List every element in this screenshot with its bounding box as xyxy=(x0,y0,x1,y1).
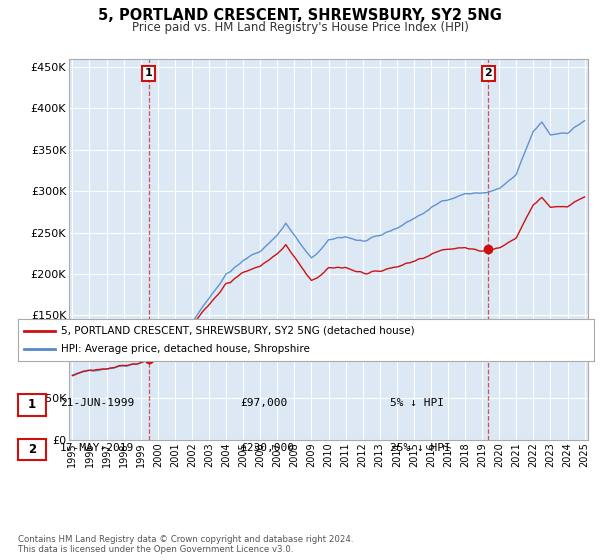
Text: Price paid vs. HM Land Registry's House Price Index (HPI): Price paid vs. HM Land Registry's House … xyxy=(131,21,469,34)
Text: 2: 2 xyxy=(485,68,493,78)
Text: 5% ↓ HPI: 5% ↓ HPI xyxy=(390,398,444,408)
Text: 25% ↓ HPI: 25% ↓ HPI xyxy=(390,443,451,453)
Text: 17-MAY-2019: 17-MAY-2019 xyxy=(60,443,134,453)
Text: 5, PORTLAND CRESCENT, SHREWSBURY, SY2 5NG: 5, PORTLAND CRESCENT, SHREWSBURY, SY2 5N… xyxy=(98,8,502,24)
Text: Contains HM Land Registry data © Crown copyright and database right 2024.
This d: Contains HM Land Registry data © Crown c… xyxy=(18,535,353,554)
Text: £97,000: £97,000 xyxy=(240,398,287,408)
Text: 1: 1 xyxy=(145,68,152,78)
Text: 2: 2 xyxy=(28,443,36,456)
Text: 5, PORTLAND CRESCENT, SHREWSBURY, SY2 5NG (detached house): 5, PORTLAND CRESCENT, SHREWSBURY, SY2 5N… xyxy=(61,326,415,336)
Text: 21-JUN-1999: 21-JUN-1999 xyxy=(60,398,134,408)
Text: 1: 1 xyxy=(28,398,36,412)
Text: £230,000: £230,000 xyxy=(240,443,294,453)
Text: HPI: Average price, detached house, Shropshire: HPI: Average price, detached house, Shro… xyxy=(61,344,310,354)
